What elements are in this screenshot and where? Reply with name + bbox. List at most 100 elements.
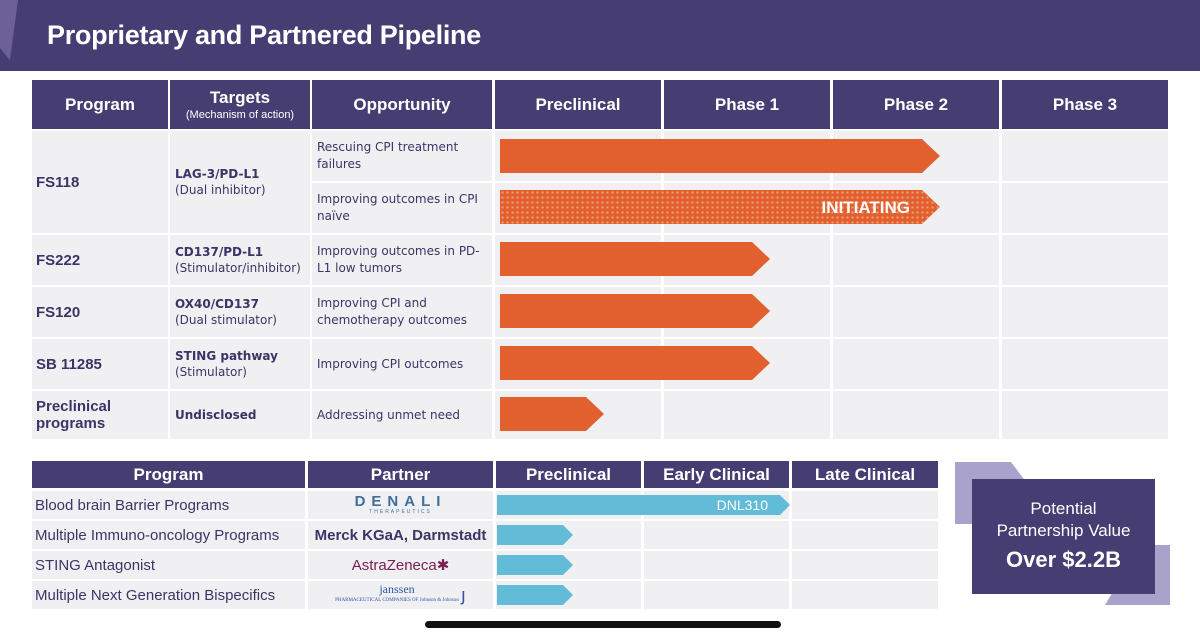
progress-bar-fs118-2: INITIATING — [500, 190, 940, 224]
partner-bar-janssen — [497, 585, 573, 605]
merck-logo: Merck KGaA, Darmstadt — [308, 521, 493, 549]
header-program: Program — [32, 80, 168, 129]
program-fs118: FS118 — [32, 131, 168, 233]
program-sb11285: SB 11285 — [32, 339, 168, 389]
denali-sub: THERAPEUTICS — [369, 509, 432, 515]
stage-cell — [833, 287, 999, 337]
progress-bar-fs222 — [500, 242, 770, 276]
partner-cell — [32, 521, 305, 549]
partner-cell — [308, 551, 493, 579]
stage-cell — [833, 391, 999, 439]
partner-cell — [308, 581, 493, 609]
progress-bar-sb11285 — [500, 346, 770, 380]
target-sb11285: STING pathway (Stimulator) — [170, 339, 310, 389]
header-targets-label: Targets — [209, 88, 271, 107]
merck-name: Merck KGaA, Darmstadt — [314, 526, 487, 544]
progress-bar-fs118-1 — [500, 139, 940, 173]
partner-cell — [792, 521, 938, 549]
astrazeneca-icon: ✱ — [436, 557, 450, 574]
partner-cell — [308, 521, 493, 549]
target-name: LAG-3/PD-L1 — [175, 167, 260, 181]
partner-cell — [32, 551, 305, 579]
stage-cell — [1002, 183, 1168, 233]
partner-cell — [792, 491, 938, 519]
partner-cell — [644, 521, 789, 549]
program-preclinical: Preclinical programs — [32, 391, 168, 439]
stage-cell — [1002, 235, 1168, 285]
header-phase2: Phase 2 — [833, 80, 999, 129]
denali-name: DENALI — [354, 493, 447, 510]
target-mechanism: (Dual inhibitor) — [175, 183, 266, 197]
partner-cell — [32, 581, 305, 609]
astrazeneca-logo: AstraZeneca ✱ — [308, 551, 493, 579]
target-name: Undisclosed — [175, 408, 257, 422]
target-fs120: OX40/CD137 (Dual stimulator) — [170, 287, 310, 337]
value-amount: Over $2.2B — [1006, 547, 1121, 572]
target-mechanism: (Stimulator) — [175, 365, 247, 379]
program-fs222: FS222 — [32, 235, 168, 285]
opportunity-text: Rescuing CPI treatment failures — [312, 131, 492, 181]
partner-header-early: Early Clinical — [644, 461, 789, 488]
stage-cell — [1002, 131, 1168, 181]
partnership-value-box: Potential Partnership Value Over $2.2B — [972, 479, 1155, 594]
title-accent — [0, 0, 18, 60]
partner-header-preclinical: Preclinical — [496, 461, 641, 488]
program-fs120: FS120 — [32, 287, 168, 337]
header-phase1: Phase 1 — [664, 80, 830, 129]
partner-bar-merck — [497, 525, 573, 545]
progress-bar-preclinical — [500, 397, 604, 431]
header-preclinical: Preclinical — [495, 80, 661, 129]
janssen-logo: janssen PHARMACEUTICAL COMPANIES OF John… — [308, 581, 493, 609]
target-fs222: CD137/PD-L1 (Stimulator/inhibitor) — [170, 235, 310, 285]
partner-cell — [644, 581, 789, 609]
janssen-sub: PHARMACEUTICAL COMPANIES OF Johnson & Jo… — [335, 598, 459, 603]
initiating-label: INITIATING — [821, 198, 910, 217]
target-name: STING pathway — [175, 349, 278, 363]
opportunity-text: Improving CPI outcomes — [312, 339, 492, 389]
header-opportunity: Opportunity — [312, 80, 492, 129]
partner-program: Multiple Next Generation Bispecifics — [35, 586, 276, 604]
janssen-icon: ȷ — [460, 584, 466, 606]
stage-cell — [1002, 287, 1168, 337]
home-indicator[interactable] — [425, 621, 781, 628]
partner-cell — [644, 551, 789, 579]
target-mechanism: (Stimulator/inhibitor) — [175, 261, 301, 275]
header-targets: Targets (Mechanism of action) — [170, 80, 310, 129]
partner-program: Blood brain Barrier Programs — [35, 496, 230, 514]
opportunity-text: Improving outcomes in CPI naïve — [312, 183, 492, 233]
progress-bar-fs120 — [500, 294, 770, 328]
partner-header-late: Late Clinical — [792, 461, 938, 488]
partner-header-partner: Partner — [308, 461, 493, 488]
value-line1: Potential — [1030, 499, 1097, 518]
stage-cell — [664, 391, 830, 439]
partner-program: Multiple Immuno-oncology Programs — [35, 526, 280, 544]
stage-cell — [1002, 339, 1168, 389]
title-bar: Proprietary and Partnered Pipeline — [0, 0, 1200, 71]
partner-cell — [792, 581, 938, 609]
janssen-name: janssen — [379, 582, 415, 596]
opportunity-text: Improving CPI and chemotherapy outcomes — [312, 287, 492, 337]
target-preclinical: Undisclosed — [170, 391, 310, 439]
partner-header-program: Program — [32, 461, 305, 488]
partner-program: STING Antagonist — [35, 556, 156, 574]
target-mechanism: (Dual stimulator) — [175, 313, 277, 327]
target-fs118: LAG-3/PD-L1 (Dual inhibitor) — [170, 131, 310, 233]
partner-cell — [792, 551, 938, 579]
target-name: OX40/CD137 — [175, 297, 259, 311]
page-title: Proprietary and Partnered Pipeline — [47, 20, 481, 50]
denali-logo: DENALI THERAPEUTICS — [308, 491, 493, 519]
stage-cell — [1002, 391, 1168, 439]
value-line2: Partnership Value — [996, 521, 1131, 540]
header-targets-sub: (Mechanism of action) — [185, 109, 295, 121]
opportunity-text: Improving outcomes in PD-L1 low tumors — [312, 235, 492, 285]
opportunity-text: Addressing unmet need — [312, 391, 492, 439]
partner-cell — [308, 491, 493, 519]
dnl310-label: DNL310 — [716, 497, 768, 513]
astrazeneca-name: AstraZeneca — [351, 556, 437, 574]
stage-cell — [833, 235, 999, 285]
target-name: CD137/PD-L1 — [175, 245, 264, 259]
header-phase3: Phase 3 — [1002, 80, 1168, 129]
stage-cell — [833, 339, 999, 389]
partner-cell — [32, 491, 305, 519]
partner-bar-denali: DNL310 — [497, 495, 790, 515]
